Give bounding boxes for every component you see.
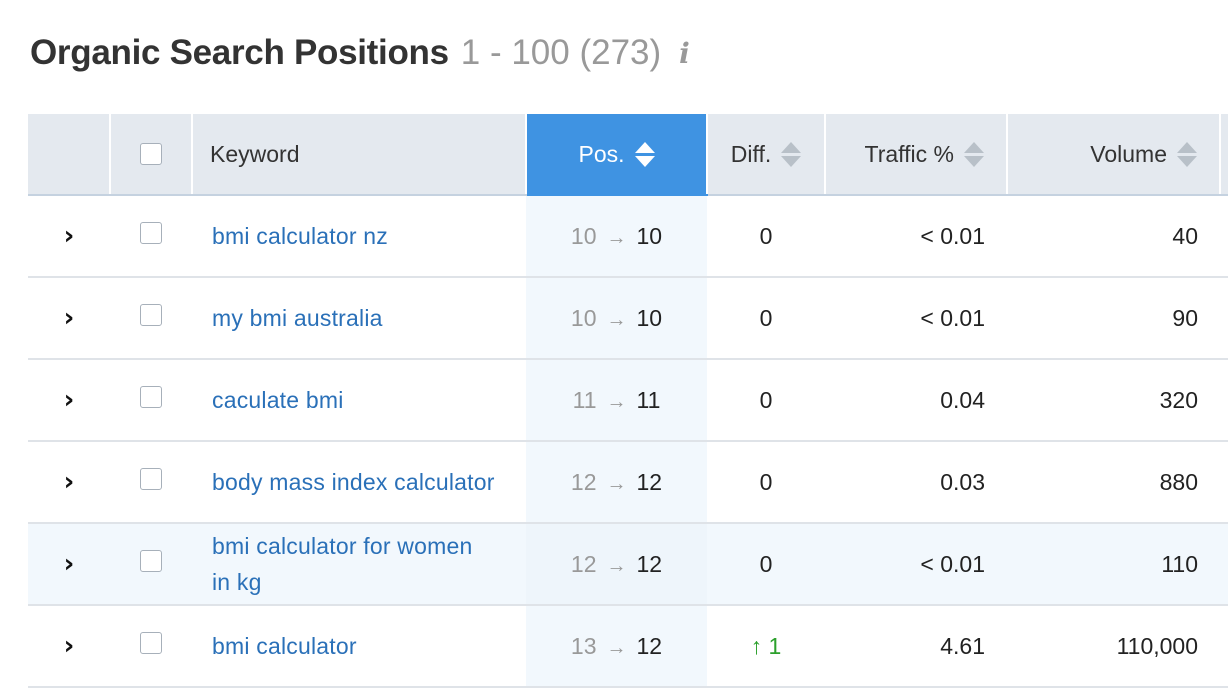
arrow-right-icon: → [606,636,627,659]
table-row: › body mass index calculator 12 → 12 0 0.0… [28,441,1228,524]
keyword-header-label: Keyword [210,140,300,167]
row-checkbox[interactable] [140,222,162,244]
volume-value: 880 [1007,441,1220,524]
volume-header-label: Volume [1090,140,1167,167]
sort-icon [781,141,802,167]
previous-position: 12 [570,550,597,577]
diff-header-label: Diff. [730,140,772,167]
table-row: › bmi calculator nz 10 → 10 0 < 0.01 40 [28,195,1228,278]
position-cell: 10 → 10 [526,277,707,360]
overflow-cell [1220,277,1228,360]
volume-value: 90 [1007,277,1220,360]
traffic-value: < 0.01 [825,277,1007,360]
expand-row-icon[interactable]: › [28,523,110,606]
previous-position: 12 [570,468,597,495]
table-row: › bmi calculator 13 → 12 ↑ 1 4.61 110,000 [28,605,1228,688]
arrow-right-icon: → [606,226,627,249]
traffic-value: < 0.01 [825,195,1007,278]
row-checkbox[interactable] [140,304,162,326]
diff-value-up: ↑ 1 [707,605,825,688]
row-checkbox[interactable] [140,386,162,408]
traffic-column-header[interactable]: Traffic % [825,114,1008,196]
traffic-value: < 0.01 [825,523,1007,606]
overflow-cell [1220,195,1228,278]
current-position: 12 [636,468,663,495]
keyword-link[interactable]: bmi calculator [212,633,357,659]
position-cell: 13 → 12 [526,605,707,688]
overflow-cell [1220,441,1228,524]
previous-position: 10 [570,304,597,331]
result-range: 1 - 100 (273) [460,33,662,72]
expand-row-icon[interactable]: › [28,441,110,524]
volume-value: 40 [1007,195,1220,278]
keyword-link[interactable]: my bmi australia [212,305,383,331]
position-cell: 12 → 12 [526,441,707,524]
next-column-header[interactable] [1220,114,1228,196]
expand-row-icon[interactable]: › [28,359,110,442]
keyword-link[interactable]: body mass index calculator [212,469,495,495]
sort-icon [1177,141,1197,167]
table-row: › caculate bmi 11 → 11 0 0.04 320 [28,359,1228,442]
traffic-header-label: Traffic % [864,140,954,167]
current-position: 12 [636,632,663,659]
row-checkbox[interactable] [140,550,162,572]
overflow-cell [1220,523,1228,606]
row-checkbox[interactable] [140,468,162,490]
volume-value: 110,000 [1007,605,1220,688]
sort-icon [964,141,984,167]
previous-position: 13 [570,632,597,659]
overflow-cell [1220,605,1228,688]
diff-value: 0 [707,359,825,442]
traffic-value: 0.04 [825,359,1007,442]
diff-column-header[interactable]: Diff. [707,114,826,196]
table-row-hovered: › bmi calculator for women in kg 12 → 12 0… [28,523,1228,606]
current-position: 10 [636,222,663,249]
keyword-link[interactable]: caculate bmi [212,387,344,413]
expand-row-icon[interactable]: › [28,605,110,688]
info-icon[interactable]: i [679,36,690,70]
page-title-row: Organic Search Positions 1 - 100 (273) i [30,30,690,76]
arrow-right-icon: → [606,390,627,413]
keyword-column-header[interactable]: Keyword [192,114,527,196]
volume-column-header[interactable]: Volume [1007,114,1221,196]
select-all-header [110,114,193,196]
keyword-link[interactable]: bmi calculator for women in kg [212,533,473,595]
previous-position: 10 [570,222,597,249]
diff-value: 0 [707,441,825,524]
keyword-link[interactable]: bmi calculator nz [212,223,388,249]
volume-value: 110 [1007,523,1220,606]
pos-column-header[interactable]: Pos. [526,114,708,196]
overflow-cell [1220,359,1228,442]
row-checkbox[interactable] [140,632,162,654]
table-header-row: Keyword Pos. Diff. Traffic % [28,114,1228,196]
expand-column-header [28,114,111,196]
pos-header-label: Pos. [578,140,625,167]
arrow-right-icon: → [606,472,627,495]
expand-row-icon[interactable]: › [28,195,110,278]
diff-value: 0 [707,523,825,606]
arrow-right-icon: → [606,308,627,331]
positions-table: Keyword Pos. Diff. Traffic % [28,114,1228,688]
arrow-right-icon: → [606,554,627,577]
diff-value: 0 [707,195,825,278]
sort-icon [634,141,655,167]
current-position: 11 [636,386,661,413]
position-cell: 12 → 12 [526,523,707,606]
expand-row-icon[interactable]: › [28,277,110,360]
diff-value: 0 [707,277,825,360]
previous-position: 11 [572,386,597,413]
volume-value: 320 [1007,359,1220,442]
position-cell: 10 → 10 [526,195,707,278]
current-position: 12 [636,550,663,577]
traffic-value: 0.03 [825,441,1007,524]
current-position: 10 [636,304,663,331]
table-row: › my bmi australia 10 → 10 0 < 0.01 90 [28,277,1228,360]
position-cell: 11 → 11 [526,359,707,442]
page-title: Organic Search Positions [30,33,449,72]
select-all-checkbox[interactable] [140,143,162,165]
traffic-value: 4.61 [825,605,1007,688]
